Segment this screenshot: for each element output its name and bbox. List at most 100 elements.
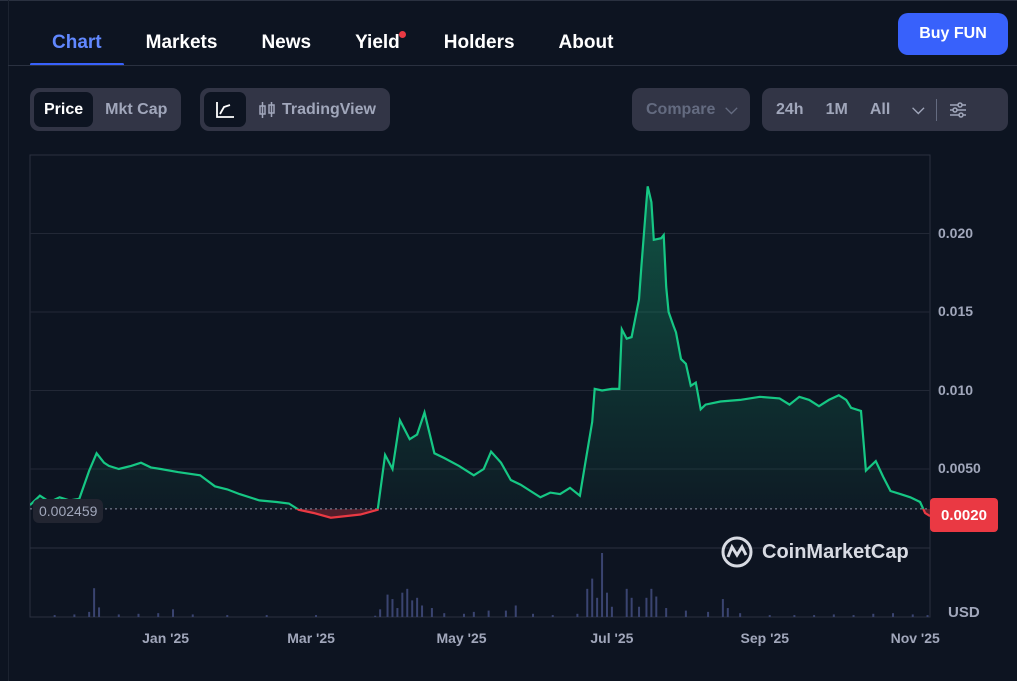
price-area-up [30,186,924,509]
volume-bar [416,597,419,617]
volume-bar [265,615,268,617]
baseline-price-label: 0.002459 [33,499,104,523]
tab-about[interactable]: About [537,26,636,66]
tab-label: News [261,32,312,53]
settings-sliders-icon[interactable] [939,92,977,127]
tab-news[interactable]: News [239,26,333,66]
volume-bar [586,588,589,617]
tab-label: Holders [443,32,515,53]
range-1m-button[interactable]: 1M [825,100,848,118]
plot-frame [29,154,931,618]
volume-bar [630,597,633,617]
chevron-down-icon: ⌵ [725,100,738,118]
volume-bar [88,611,91,617]
tab-label: Markets [145,32,218,53]
tradingview-button[interactable]: TradingView [248,92,386,127]
volume-bar [813,615,816,617]
volume-bar [73,614,76,617]
tradingview-label: TradingView [282,100,376,118]
compare-dropdown[interactable]: Compare ⌵ [632,88,750,131]
volume-bar [514,605,517,617]
volume-bar [610,606,613,617]
tab-holders[interactable]: Holders [422,26,537,66]
coinmarketcap-logo-icon [721,536,753,568]
volume-bar [832,614,835,617]
mktcap-button[interactable]: Mkt Cap [105,100,168,118]
volume-bar [401,592,404,617]
volume-bar [793,615,796,617]
volume-bar [650,588,653,617]
left-border [8,0,9,681]
price-line-up [30,186,925,509]
y-tick-label: 0.0050 [938,460,981,476]
x-tick-label: May '25 [436,630,487,646]
tab-chart[interactable]: Chart [30,26,124,66]
current-price-label: 0.0020 [930,498,998,532]
volume-bar [739,613,742,617]
compare-label: Compare [646,100,716,118]
volume-bar [157,613,160,617]
volume-bar [576,613,579,617]
volume-bar [391,599,394,617]
tab-label: Chart [52,32,102,53]
x-tick-label: Mar '25 [287,630,335,646]
notification-dot [398,31,406,38]
volume-bar [591,578,594,617]
range-24h-button[interactable]: 24h [776,100,804,118]
volume-bar [421,605,424,617]
volume-bar [226,615,229,617]
watermark-text: CoinMarketCap [762,540,909,563]
range-selector: 24h 1M All ⌵ [762,88,1008,131]
line-chart-button[interactable] [204,92,246,127]
volume-bar [462,613,465,617]
volume-bar [665,608,668,617]
volume-bar [926,615,929,617]
volume-bar [411,600,414,617]
volume-bar [726,608,729,617]
volume-bar [625,588,628,617]
top-border [0,0,1017,1]
x-tick-label: Sep '25 [740,630,790,646]
compare-select[interactable]: Compare ⌵ [636,92,748,127]
coinmarketcap-watermark: CoinMarketCap [720,535,909,569]
tab-yield[interactable]: Yield [333,26,422,66]
line-chart-icon [216,101,234,118]
x-tick-label: Jan '25 [142,630,190,646]
volume-bar [596,597,599,617]
price-mktcap-toggle: Price Mkt Cap [30,88,182,131]
buy-button[interactable]: Buy FUN [898,13,1008,55]
volume-bar [379,609,382,617]
range-dropdown-chevron-icon[interactable]: ⌵ [912,100,925,118]
tab-markets[interactable]: Markets [124,26,240,66]
volume-bar [852,615,855,617]
y-tick-label: 0.010 [938,381,974,398]
volume-bar [137,613,140,617]
volume-bar [892,613,895,617]
volume-bar [53,615,56,617]
tab-label: About [558,32,614,53]
y-tick-label: 0.020 [938,224,974,241]
volume-bar [768,615,771,617]
volume-bar [93,588,96,617]
volume-bar [487,610,490,617]
chart-type-toggle: TradingView [200,88,390,131]
x-tick-label: Jul '25 [590,630,634,646]
volume-bar [315,615,318,617]
price-button[interactable]: Price [34,92,94,127]
y-tick-label: 0.015 [938,303,974,319]
volume-bar [638,606,641,617]
volume-bar [551,615,554,617]
volume-bar [911,614,914,617]
volume-bar [386,594,389,617]
volume-bar [601,553,604,617]
volume-bar [472,611,475,617]
range-all-button[interactable]: All [869,100,891,118]
currency-label: USD [948,604,980,621]
volume-bar [430,608,433,617]
volume-bar [396,608,399,617]
volume-bar [98,607,101,617]
separator [936,98,938,121]
volume-bar [872,613,875,617]
volume-bar [191,614,194,617]
